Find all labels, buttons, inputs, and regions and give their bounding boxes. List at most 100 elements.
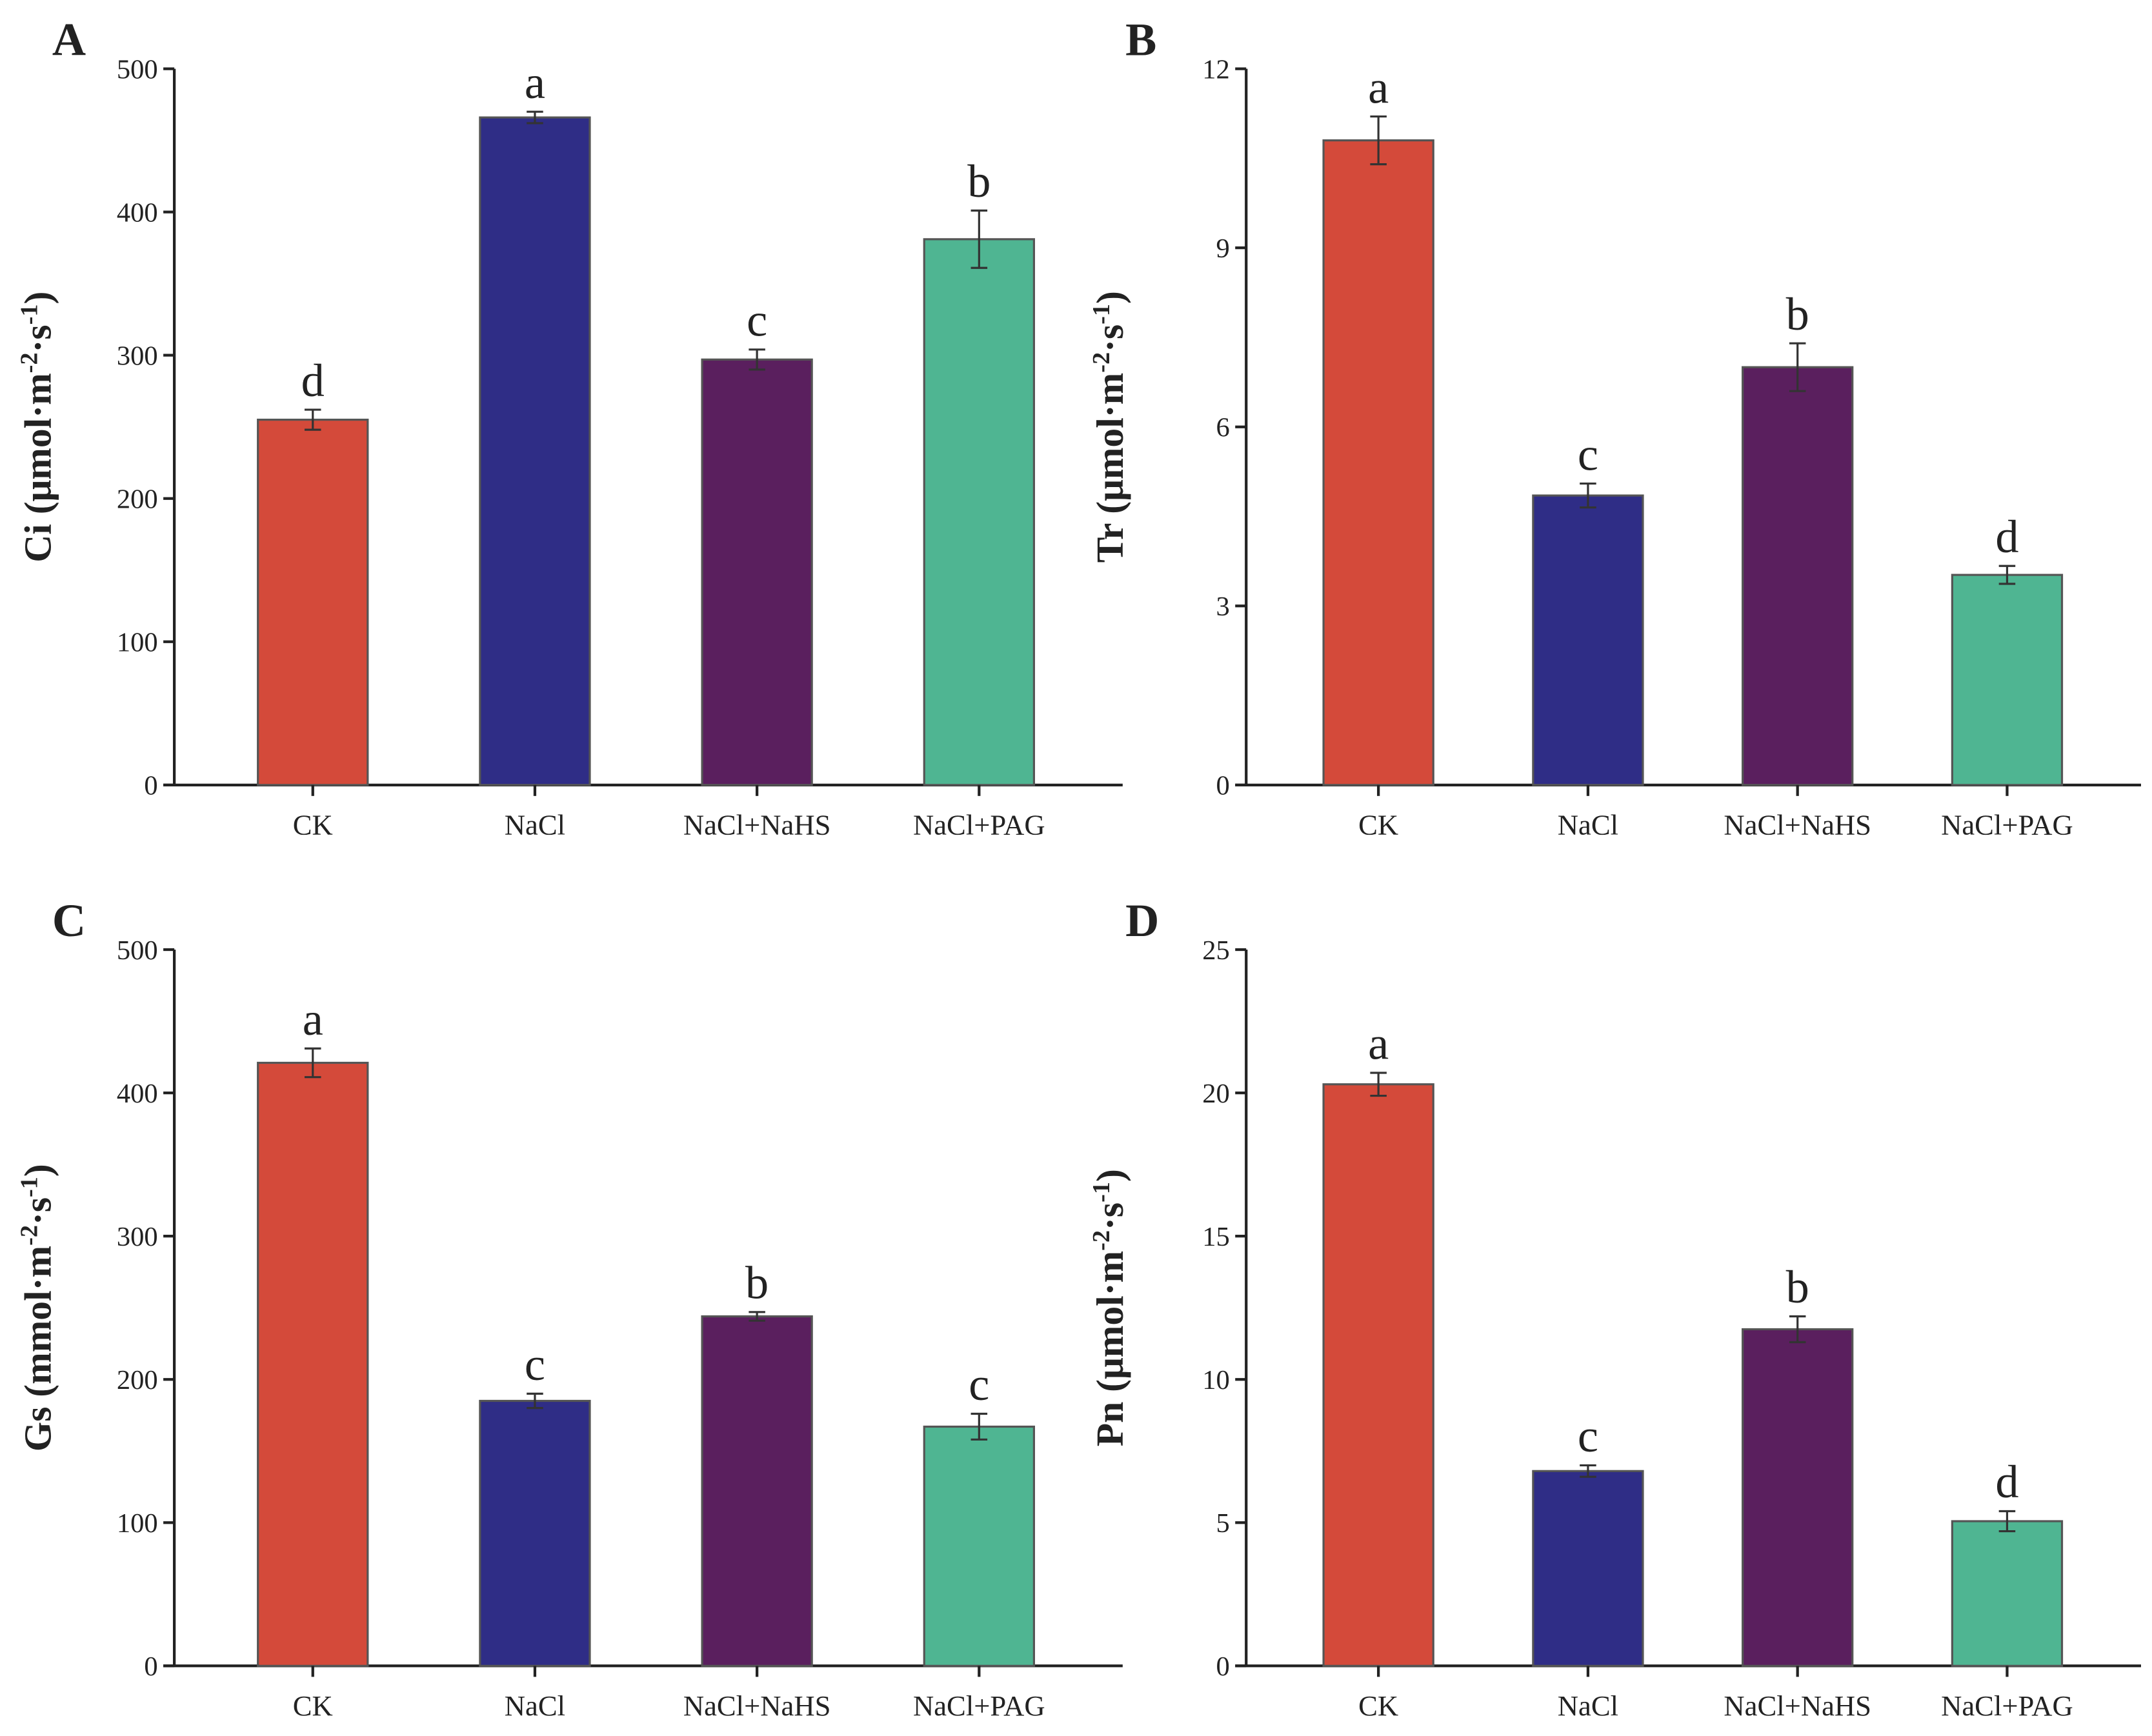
bar-nacl-pag: [923, 238, 1035, 786]
bar-nacl: [479, 1399, 591, 1667]
y-axis-label: Gs (mmol·m-2·s-1): [16, 1164, 59, 1452]
x-tick-label: CK: [1358, 1690, 1398, 1722]
y-axis-label-part: ·s: [17, 324, 59, 352]
y-axis-label: Pn (μmol·m-2·s-1): [1088, 1169, 1131, 1446]
significance-letter: b: [1786, 1261, 1809, 1313]
y-axis-label-superscript: -2: [1088, 352, 1115, 373]
significance-letter: d: [1995, 1456, 2018, 1508]
y-tick-label: 20: [1202, 1079, 1230, 1109]
x-tick-label: CK: [293, 1690, 333, 1722]
significance-letter: c: [1578, 1410, 1598, 1462]
y-axis-label-superscript: -2: [1088, 1230, 1115, 1251]
significance-letter: a: [1368, 61, 1389, 113]
significance-letter: c: [1578, 428, 1598, 480]
y-tick-label: 3: [1216, 592, 1229, 622]
panel-label: B: [1125, 14, 1156, 65]
y-tick-label: 10: [1202, 1365, 1230, 1395]
y-tick-label: 9: [1216, 234, 1229, 264]
y-axis-label-part: Ci (μmol·m: [17, 373, 59, 562]
bar-nacl-nahs: [701, 358, 813, 786]
y-axis-label-superscript: -2: [16, 352, 43, 373]
y-tick-label: 25: [1202, 935, 1230, 966]
y-tick-label: 12: [1202, 54, 1230, 85]
x-tick-label: NaCl+NaHS: [1724, 1690, 1871, 1722]
x-tick-label: NaCl: [1558, 808, 1618, 841]
significance-letter: a: [525, 57, 545, 108]
y-tick-label: 300: [117, 341, 158, 372]
bar-nacl: [479, 116, 591, 786]
y-tick-label: 400: [117, 1079, 158, 1109]
y-axis-label-superscript: -1: [1088, 304, 1115, 324]
y-axis-label-part: ): [1089, 1169, 1131, 1182]
x-tick-label: CK: [293, 808, 333, 841]
y-tick-label: 100: [117, 628, 158, 658]
panel-label: D: [1125, 895, 1159, 946]
panel-b: B 0 3 6 9 12 Tr (μmol·m-2·s-1) a CK c NaCl b NaCl+Na…: [1088, 14, 2141, 841]
y-axis-label: Tr (μmol·m-2·s-1): [1088, 291, 1131, 563]
y-tick-label: 0: [144, 1651, 157, 1682]
significance-letter: a: [303, 993, 323, 1045]
x-tick-label: NaCl: [1558, 1690, 1618, 1722]
y-tick-label: 200: [117, 484, 158, 515]
x-tick-label: NaCl: [505, 808, 565, 841]
y-axis-label-part: Pn (μmol·m: [1089, 1251, 1131, 1446]
significance-letter: a: [1368, 1018, 1389, 1070]
y-tick-label: 400: [117, 198, 158, 228]
x-tick-label: NaCl+NaHS: [1724, 808, 1871, 841]
y-tick-label: 15: [1202, 1222, 1230, 1252]
x-tick-label: NaCl+PAG: [1941, 1690, 2073, 1722]
significance-letter: c: [747, 295, 767, 346]
bar-ck: [1322, 139, 1434, 786]
x-tick-label: NaCl+NaHS: [683, 1690, 831, 1722]
y-axis-label-superscript: -1: [16, 1177, 43, 1197]
y-axis-label-part: ·s: [1089, 1202, 1131, 1230]
y-axis-label-superscript: -2: [16, 1225, 43, 1246]
y-axis-label-part: ·s: [17, 1197, 59, 1225]
y-tick-label: 500: [117, 54, 158, 85]
bar-ck: [1322, 1083, 1434, 1667]
bar-nacl-nahs: [1742, 366, 1854, 786]
bar-nacl-pag: [1951, 574, 2064, 786]
y-axis-label-part: ): [1089, 291, 1131, 304]
y-tick-label: 0: [1216, 1651, 1229, 1682]
y-axis-label-part: ): [17, 1164, 59, 1177]
y-tick-label: 200: [117, 1365, 158, 1395]
significance-letter: c: [525, 1339, 545, 1390]
y-axis-label-superscript: -1: [1088, 1182, 1115, 1202]
x-tick-label: NaCl+PAG: [913, 1690, 1045, 1722]
y-axis-label: Ci (μmol·m-2·s-1): [16, 292, 59, 563]
bar-ck: [257, 418, 369, 786]
y-axis-label-part: Gs (mmol·m: [17, 1246, 59, 1452]
y-axis-label-part: ·s: [1089, 324, 1131, 352]
panel-d: D 0 5 10 15 20 25 Pn (μmol·m-2·s-1) a CK c NaCl b NaC…: [1088, 895, 2141, 1722]
significance-letter: b: [745, 1257, 769, 1309]
significance-letter: c: [969, 1359, 989, 1410]
bar-nacl: [1532, 1470, 1644, 1667]
x-tick-label: NaCl+PAG: [913, 808, 1045, 841]
significance-letter: d: [301, 355, 325, 406]
bar-nacl-nahs: [701, 1315, 813, 1667]
y-tick-label: 500: [117, 935, 158, 966]
x-tick-label: NaCl: [505, 1690, 565, 1722]
y-axis-label-part: ): [17, 292, 59, 304]
significance-letter: d: [1995, 511, 2018, 563]
y-tick-label: 0: [144, 771, 157, 801]
x-tick-label: NaCl+PAG: [1941, 808, 2073, 841]
panel-label: A: [52, 14, 86, 65]
bar-nacl-pag: [923, 1425, 1035, 1667]
x-tick-label: CK: [1358, 808, 1398, 841]
y-tick-label: 0: [1216, 771, 1229, 801]
y-tick-label: 6: [1216, 413, 1229, 443]
y-tick-label: 100: [117, 1508, 158, 1539]
y-axis-label-part: Tr (μmol·m: [1089, 373, 1131, 563]
y-tick-label: 5: [1216, 1508, 1229, 1539]
y-axis-label-superscript: -1: [16, 304, 43, 325]
y-tick-label: 300: [117, 1222, 158, 1252]
bar-ck: [257, 1061, 369, 1667]
bar-nacl-nahs: [1742, 1328, 1854, 1667]
bar-nacl-pag: [1951, 1520, 2064, 1667]
bar-nacl: [1532, 494, 1644, 786]
